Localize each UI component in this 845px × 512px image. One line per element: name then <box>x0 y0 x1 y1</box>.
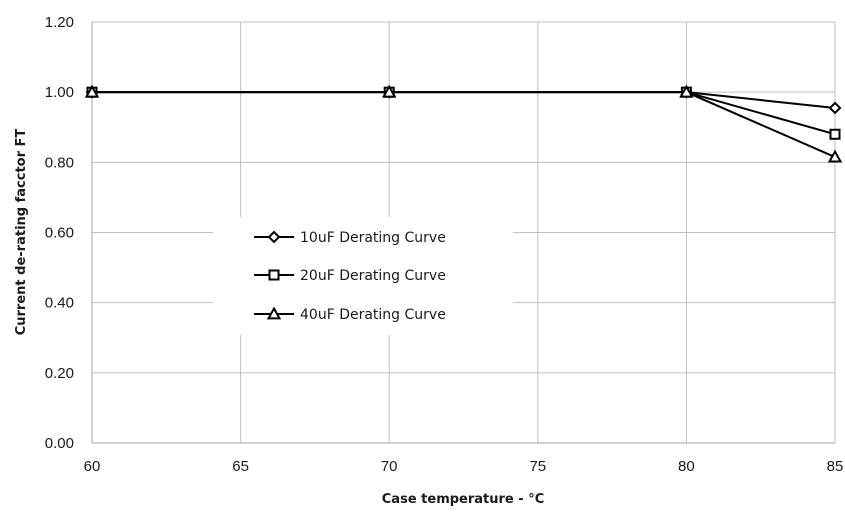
data-point-series-3 <box>84 84 100 98</box>
y-tick-label: 0.60 <box>45 225 74 242</box>
legend-label: 20uF Derating Curve <box>300 268 446 284</box>
x-tick-label: 75 <box>529 458 546 475</box>
series-line-2 <box>92 91 836 136</box>
x-tick-label: 60 <box>84 458 101 475</box>
x-tick-label: 70 <box>381 458 398 475</box>
y-tick-label: 1.20 <box>45 14 74 31</box>
legend-label: 40uF Derating Curve <box>300 307 446 323</box>
y-tick-label: 0.80 <box>45 154 74 171</box>
legend-label: 10uF Derating Curve <box>300 230 446 246</box>
x-axis-ticks: 60 65 70 75 80 85 <box>84 458 844 475</box>
y-tick-label: 0.40 <box>45 295 74 312</box>
data-point-series-1 <box>828 101 842 115</box>
legend: 10uF Derating Curve 20uF Derating Curve 40… <box>213 217 513 335</box>
y-axis-ticks: 0.00 0.20 0.40 0.60 0.80 1.00 1.20 <box>45 14 74 452</box>
y-tick-label: 0.00 <box>45 435 74 452</box>
x-axis-title-unit: °C <box>528 492 544 507</box>
data-point-series-3 <box>679 84 694 98</box>
y-tick-label: 0.20 <box>45 365 74 382</box>
x-axis-title-text: Case temperature - <box>382 492 528 507</box>
series-group <box>84 84 843 163</box>
y-axis-title: Current de-rating facctor FT <box>14 129 29 336</box>
y-tick-label: 1.00 <box>45 84 74 101</box>
series-line-1 <box>92 91 836 109</box>
series-line-3 <box>92 91 836 158</box>
legend-marker <box>267 230 281 244</box>
x-tick-label: 65 <box>232 458 249 475</box>
legend-marker <box>266 306 282 320</box>
x-axis-title: Case temperature - °C <box>382 492 544 507</box>
data-point-series-2 <box>829 128 841 140</box>
x-tick-label: 85 <box>827 458 844 475</box>
data-point-series-3 <box>382 84 397 98</box>
data-point-series-3 <box>827 149 843 163</box>
legend-marker <box>268 269 280 281</box>
x-tick-label: 80 <box>678 458 695 475</box>
